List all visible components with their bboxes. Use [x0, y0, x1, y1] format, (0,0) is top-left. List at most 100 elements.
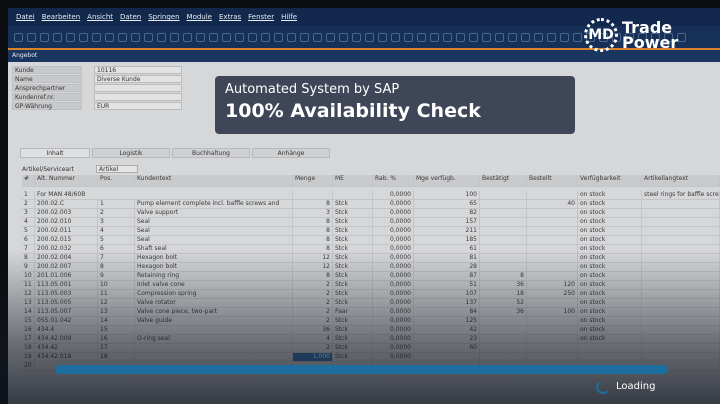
toolbar-button-icon[interactable] — [534, 32, 543, 42]
toolbar-button-icon[interactable] — [560, 32, 569, 42]
table-row[interactable]: 3 200.02.003 2 Valve support 3 Stck 0,0000 82 on… — [22, 209, 720, 218]
toolbar-button-icon[interactable] — [352, 32, 361, 42]
column-header[interactable]: Alt. Nummer — [35, 175, 98, 186]
toolbar-button-icon[interactable] — [66, 32, 75, 42]
toolbar-button-icon[interactable] — [170, 32, 179, 42]
table-cell[interactable] — [480, 236, 527, 244]
toolbar-button-icon[interactable] — [27, 32, 36, 42]
form-field[interactable]: EUR — [94, 102, 182, 111]
table-cell[interactable] — [480, 227, 527, 235]
menu-daten[interactable]: Daten — [120, 13, 142, 21]
toolbar-button-icon[interactable] — [300, 32, 309, 42]
table-cell[interactable] — [527, 191, 578, 199]
toolbar-button-icon[interactable] — [261, 32, 270, 42]
form-field[interactable] — [94, 93, 182, 102]
table-cell[interactable] — [642, 218, 720, 226]
table-cell[interactable]: on stock — [578, 245, 642, 253]
table-cell[interactable]: 4 — [22, 218, 35, 226]
toolbar-button-icon[interactable] — [222, 32, 231, 42]
table-cell[interactable] — [480, 200, 527, 208]
table-cell[interactable]: 2 — [22, 200, 35, 208]
table-cell[interactable]: 5 — [98, 236, 135, 244]
table-cell[interactable] — [527, 209, 578, 217]
toolbar-button-icon[interactable] — [14, 32, 23, 42]
table-cell[interactable]: 100 — [414, 191, 480, 199]
table-cell[interactable]: 157 — [414, 218, 480, 226]
toolbar-button-icon[interactable] — [391, 32, 400, 42]
table-cell[interactable]: 211 — [414, 227, 480, 235]
toolbar-button-icon[interactable] — [313, 32, 322, 42]
column-header[interactable]: Artikellangtext — [642, 175, 720, 186]
table-cell[interactable]: 4 — [98, 227, 135, 235]
toolbar-button-icon[interactable] — [40, 32, 49, 42]
table-cell[interactable] — [527, 245, 578, 253]
table-cell[interactable] — [480, 191, 527, 199]
table-cell[interactable]: 200.02.003 — [35, 209, 98, 217]
toolbar-button-icon[interactable] — [339, 32, 348, 42]
toolbar-button-icon[interactable] — [144, 32, 153, 42]
toolbar-button-icon[interactable] — [157, 32, 166, 42]
table-cell[interactable]: Stck — [333, 236, 373, 244]
table-cell[interactable]: 200.02.015 — [35, 236, 98, 244]
table-cell[interactable]: 0,0000 — [373, 200, 414, 208]
column-header[interactable]: Menge — [293, 175, 333, 186]
toolbar-button-icon[interactable] — [248, 32, 257, 42]
table-row[interactable]: 4 200.02.010 3 Seal 8 Stck 0,0000 157 on stock — [22, 218, 720, 227]
table-cell[interactable]: Stck — [333, 245, 373, 253]
table-cell[interactable] — [642, 227, 720, 235]
column-header[interactable]: Rab. % — [373, 175, 414, 186]
table-cell[interactable]: 8 — [293, 227, 333, 235]
form-field[interactable] — [94, 84, 182, 93]
table-cell[interactable]: 3 — [98, 218, 135, 226]
table-cell[interactable]: Shaft seal — [135, 245, 293, 253]
toolbar-button-icon[interactable] — [469, 32, 478, 42]
table-cell[interactable] — [642, 200, 720, 208]
menu-hilfe[interactable]: Hilfe — [281, 13, 298, 21]
menu-module[interactable]: Module — [186, 13, 212, 21]
table-cell[interactable]: on stock — [578, 191, 642, 199]
table-cell[interactable]: 0,0000 — [373, 245, 414, 253]
table-cell[interactable]: Stck — [333, 209, 373, 217]
table-cell[interactable] — [480, 209, 527, 217]
toolbar-button-icon[interactable] — [547, 32, 556, 42]
table-cell[interactable]: 8 — [293, 200, 333, 208]
table-cell[interactable]: Valve support — [135, 209, 293, 217]
form-field[interactable]: Diverse Kunde — [94, 75, 182, 84]
artikel-select[interactable]: Artikel — [96, 165, 138, 173]
table-cell[interactable]: 65 — [414, 200, 480, 208]
table-cell[interactable]: 6 — [22, 236, 35, 244]
column-header[interactable]: Bestätigt — [480, 175, 527, 186]
toolbar-button-icon[interactable] — [573, 32, 582, 42]
table-cell[interactable]: 5 — [22, 227, 35, 235]
toolbar-button-icon[interactable] — [131, 32, 140, 42]
table-cell[interactable]: on stock — [578, 200, 642, 208]
table-cell[interactable] — [293, 191, 333, 199]
menu-bearbeiten[interactable]: Bearbeiten — [41, 13, 81, 21]
toolbar-button-icon[interactable] — [196, 32, 205, 42]
toolbar-button-icon[interactable] — [508, 32, 517, 42]
menu-fenster[interactable]: Fenster — [248, 13, 275, 21]
table-cell[interactable]: 200.02.032 — [35, 245, 98, 253]
toolbar-button-icon[interactable] — [625, 32, 634, 42]
table-cell[interactable]: 0,0000 — [373, 218, 414, 226]
menu-ansicht[interactable]: Ansicht — [87, 13, 114, 21]
menu-extras[interactable]: Extras — [219, 13, 242, 21]
toolbar-button-icon[interactable] — [274, 32, 283, 42]
toolbar-button-icon[interactable] — [79, 32, 88, 42]
column-header[interactable]: Mge verfügb. — [414, 175, 480, 186]
table-cell[interactable] — [642, 209, 720, 217]
table-cell[interactable]: Seal — [135, 236, 293, 244]
toolbar-button-icon[interactable] — [521, 32, 530, 42]
column-header[interactable]: Verfügbarkeit — [578, 175, 642, 186]
table-cell[interactable]: 1 — [22, 191, 35, 199]
table-cell[interactable]: Seal — [135, 218, 293, 226]
table-cell[interactable]: 61 — [414, 245, 480, 253]
form-field[interactable]: 10116 — [94, 66, 182, 75]
toolbar-button-icon[interactable] — [105, 32, 114, 42]
table-cell[interactable]: 3 — [293, 209, 333, 217]
column-header[interactable]: # — [22, 175, 35, 186]
toolbar-button-icon[interactable] — [118, 32, 127, 42]
column-header[interactable]: Bestellt — [527, 175, 578, 186]
table-cell[interactable]: Seal — [135, 227, 293, 235]
table-cell[interactable]: Pump element complete incl. baffle screw… — [135, 200, 293, 208]
